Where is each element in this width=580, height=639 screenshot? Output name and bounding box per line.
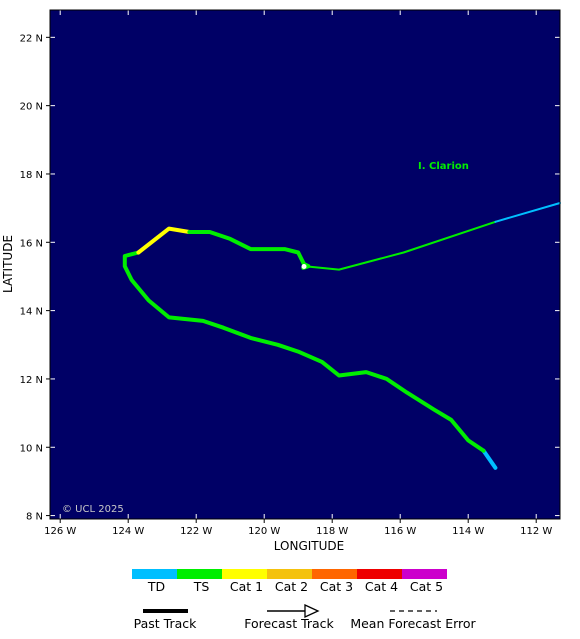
past-track-segment: [136, 226, 192, 255]
lat-tick-label: 10 N: [20, 443, 43, 454]
legend-swatch: [312, 569, 357, 579]
legend-swatch: [222, 569, 267, 579]
legend-category-label: Cat 2: [275, 579, 308, 594]
legend-swatch: [402, 569, 447, 579]
lat-tick-label: 12 N: [20, 375, 43, 386]
legend-category-label: TS: [193, 579, 210, 594]
track-legend: Past Track Forecast Track Mean Forecast …: [134, 603, 477, 631]
lon-tick-label: 116 W: [384, 526, 416, 537]
past-track-segment: [122, 250, 486, 453]
mean-error-label: Mean Forecast Error: [350, 616, 476, 631]
legend-category-label: Cat 5: [410, 579, 443, 594]
lat-tick-label: 14 N: [20, 307, 43, 318]
lat-tick-label: 22 N: [20, 33, 43, 44]
lat-tick-label: 8 N: [26, 512, 43, 523]
intensity-legend: TD TS Cat 1 Cat 2 Cat 3 Cat 4 Cat 5: [132, 569, 447, 594]
lon-tick-label: 126 W: [44, 526, 76, 537]
legend-category-label: Cat 1: [230, 579, 263, 594]
map-frame: [49, 9, 561, 520]
lon-tick-label: 118 W: [316, 526, 348, 537]
arrow-right-icon: [304, 603, 320, 619]
copyright-text: © UCL 2025: [62, 504, 124, 515]
x-axis-title: LONGITUDE: [274, 539, 344, 553]
lat-tick-label: 16 N: [20, 238, 43, 249]
legend-category-label: Cat 3: [320, 579, 353, 594]
legend-swatch: [177, 569, 222, 579]
lon-tick-label: 120 W: [248, 526, 280, 537]
legend-category-label: TD: [147, 579, 165, 594]
axis-ticks: 126 W 124 W 122 W 120 W 118 W 116 W 114 W 112 W…: [20, 10, 560, 537]
storm-position-marker: [301, 264, 307, 269]
legend-swatch: [267, 569, 312, 579]
legend-swatch: [132, 569, 177, 579]
forecast-track-segment: [494, 202, 561, 223]
past-track-label: Past Track: [134, 616, 197, 631]
past-track-segment: [481, 448, 498, 470]
storm-tracks: [122, 202, 561, 470]
lon-tick-label: 112 W: [520, 526, 552, 537]
lon-tick-label: 114 W: [452, 526, 484, 537]
lat-tick-label: 18 N: [20, 170, 43, 181]
y-axis-title: LATITUDE: [1, 235, 15, 293]
lon-tick-label: 122 W: [180, 526, 212, 537]
forecast-track-label: Forecast Track: [244, 616, 334, 631]
lat-tick-label: 20 N: [20, 102, 43, 113]
island-label-clarion: I. Clarion: [418, 161, 469, 172]
legend-category-label: Cat 4: [365, 579, 398, 594]
legend-swatch: [357, 569, 402, 579]
forecast-track-segment: [304, 220, 497, 271]
lon-tick-label: 124 W: [112, 526, 144, 537]
